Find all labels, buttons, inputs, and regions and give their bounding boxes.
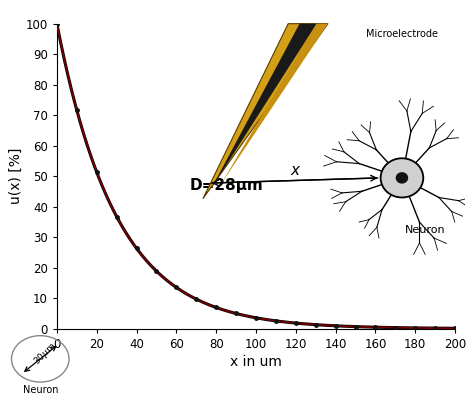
Text: Neuron: Neuron [23, 385, 58, 395]
Polygon shape [211, 24, 317, 188]
Text: Microelectrode: Microelectrode [366, 29, 438, 39]
Polygon shape [203, 24, 328, 199]
Text: x: x [290, 162, 299, 177]
Text: D=28μm: D=28μm [189, 178, 263, 193]
Circle shape [396, 172, 408, 184]
Polygon shape [220, 24, 328, 186]
X-axis label: x in um: x in um [230, 355, 282, 369]
Circle shape [381, 158, 423, 198]
Text: Neuron: Neuron [404, 225, 445, 235]
Text: 30$\mu$m: 30$\mu$m [31, 339, 60, 368]
Y-axis label: u(x) [%]: u(x) [%] [9, 148, 23, 204]
